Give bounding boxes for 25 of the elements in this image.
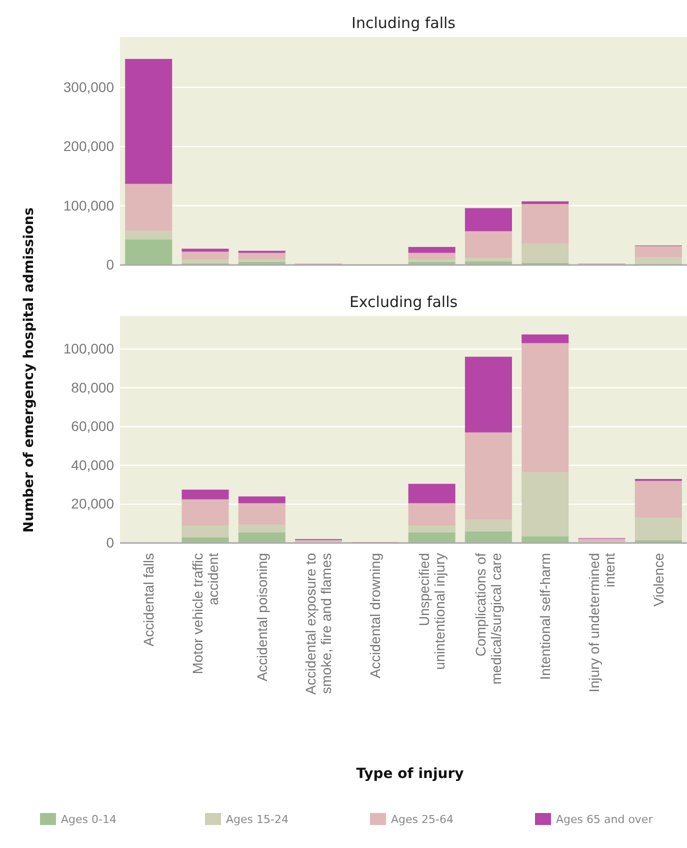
legend-label: Ages 25-64 bbox=[391, 813, 454, 826]
legend-label: Ages 0-14 bbox=[61, 813, 116, 826]
y-tick-label: 300,000 bbox=[63, 78, 114, 95]
x-tick-label: Violence bbox=[650, 552, 666, 606]
x-tick-label: Injury of undetermined intent bbox=[586, 552, 618, 692]
x-tick-label: Accidental falls bbox=[140, 553, 157, 646]
x-tick-label: Intentional self-harm bbox=[537, 553, 554, 680]
y-tick-label: 200,000 bbox=[63, 138, 114, 154]
y-tick-label: 40,000 bbox=[71, 456, 114, 473]
y-tick-label: 60,000 bbox=[71, 418, 114, 434]
chart-title: Including falls bbox=[352, 14, 456, 32]
x-tick-label: Motor vehicle traffic accident bbox=[189, 552, 221, 674]
x-tick-label: Accidental poisoning bbox=[254, 553, 270, 682]
chart-title: Excluding falls bbox=[349, 293, 458, 311]
legend-label: Ages 65 and over bbox=[556, 813, 654, 826]
y-tick-label: 20,000 bbox=[71, 496, 114, 512]
legend-label: Ages 15-24 bbox=[226, 813, 288, 826]
x-tick-label: Accidental drowning bbox=[367, 553, 384, 678]
x-axis-title: Type of injury bbox=[356, 766, 464, 782]
y-axis-title: Number of emergency hospital admissions bbox=[21, 207, 37, 533]
y-tick-label: 100,000 bbox=[63, 197, 114, 214]
y-tick-label: 0 bbox=[106, 256, 114, 272]
y-tick-label: 100,000 bbox=[63, 340, 114, 356]
y-tick-label: 0 bbox=[106, 534, 114, 550]
y-tick-label: 80,000 bbox=[71, 379, 114, 396]
